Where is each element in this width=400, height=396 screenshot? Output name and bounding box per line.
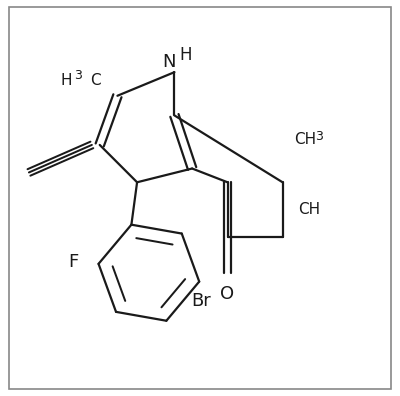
Text: Br: Br [191, 292, 211, 310]
Text: H: H [61, 72, 72, 88]
Text: 3: 3 [74, 69, 82, 82]
Text: CH: CH [298, 202, 320, 217]
Text: H: H [179, 46, 192, 64]
Text: N: N [162, 53, 175, 71]
Text: O: O [220, 286, 234, 303]
Text: F: F [68, 253, 78, 271]
Text: 3: 3 [315, 129, 323, 143]
Text: CH: CH [294, 131, 316, 147]
Text: C: C [90, 72, 100, 88]
